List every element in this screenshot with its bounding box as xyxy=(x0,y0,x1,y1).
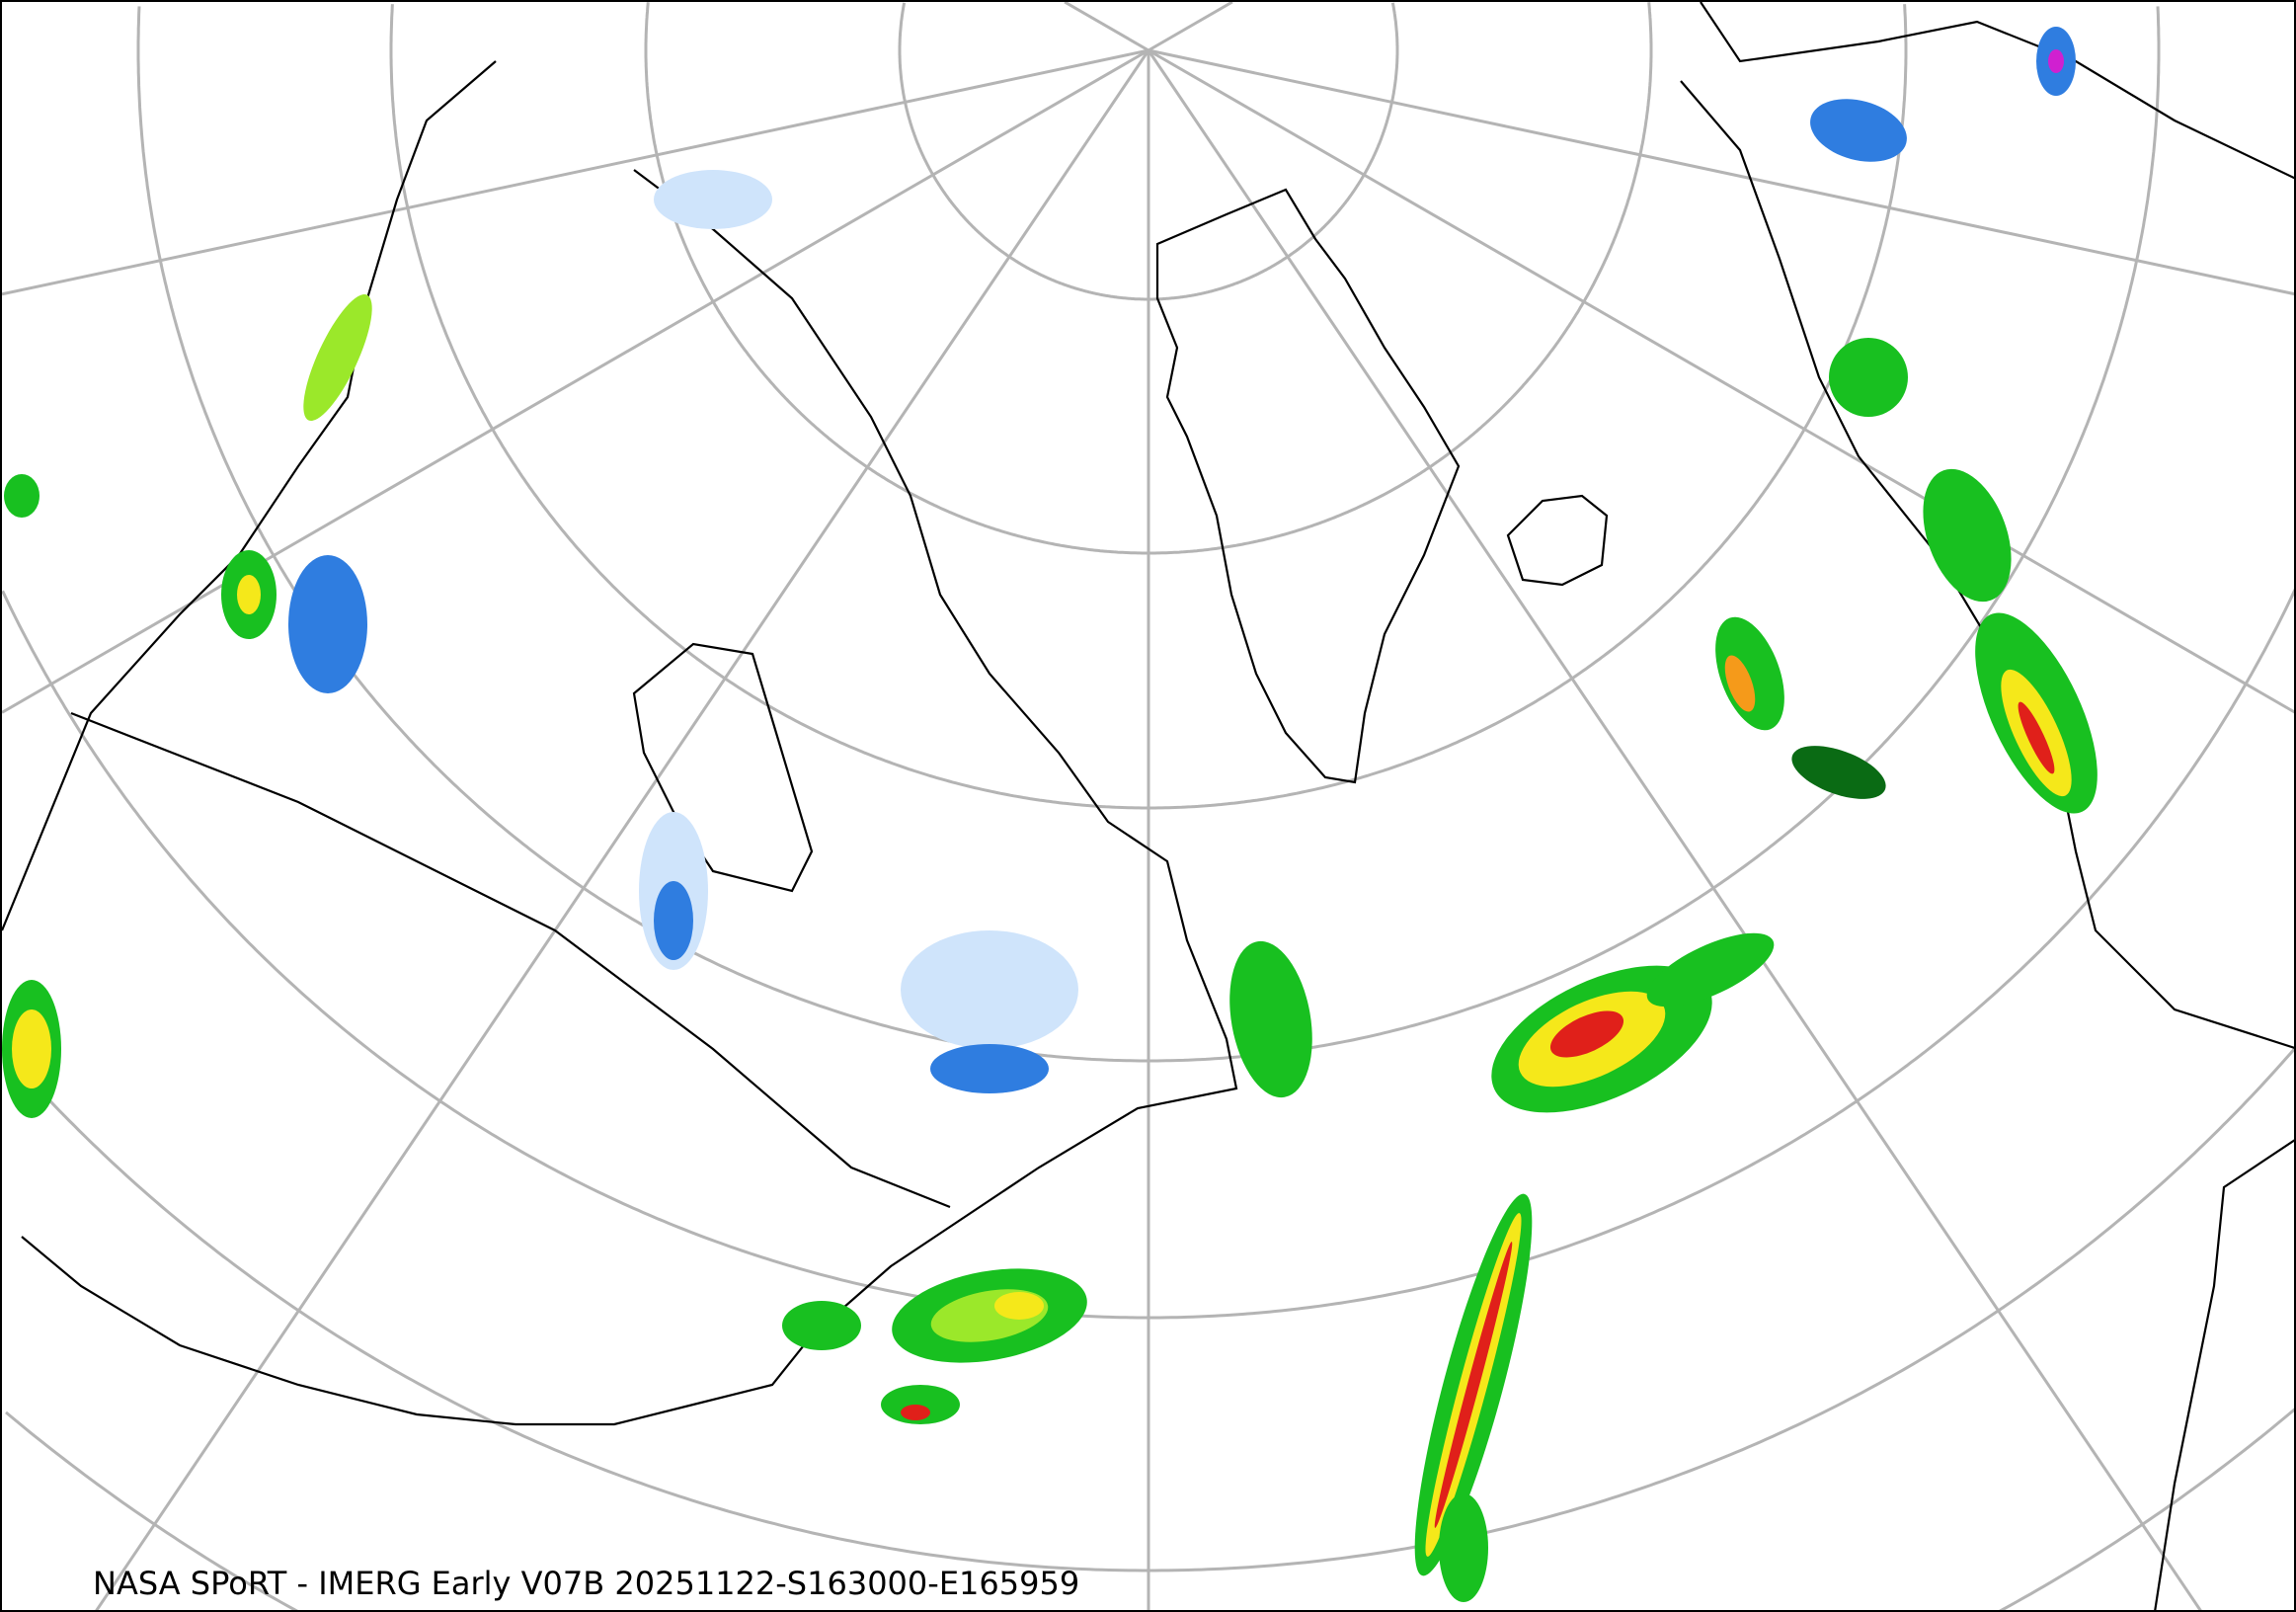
latitude-circle xyxy=(898,2,1399,301)
hudson-bay-coast xyxy=(632,642,814,893)
precipitation-area xyxy=(2048,49,2064,73)
precipitation-area xyxy=(901,1405,930,1420)
europe-coast xyxy=(1680,2,2294,1049)
precipitation-area xyxy=(237,575,261,614)
precipitation-area xyxy=(12,1009,51,1088)
precipitation-area xyxy=(1549,1010,1624,1058)
precipitation-area xyxy=(930,1044,1049,1093)
precipitation-area xyxy=(1923,468,2012,603)
latitude-circle xyxy=(136,6,2161,1063)
precipitation-area xyxy=(654,881,693,960)
north-america-coast xyxy=(2,60,1238,1426)
map-caption: NASA SPoRT - IMERG Early V07B 20251122-S… xyxy=(93,1565,1080,1602)
precipitation-area xyxy=(2018,701,2055,774)
precipitation-area xyxy=(881,1385,960,1424)
latitude-circle xyxy=(5,1408,2294,1610)
precipitation-area xyxy=(1810,99,1907,162)
longitude-line xyxy=(2,48,1149,296)
africa-coast xyxy=(2154,1139,2294,1610)
iceland-coast xyxy=(1506,494,1609,587)
precipitation-area xyxy=(1229,940,1312,1098)
precipitation-area xyxy=(1791,746,1886,799)
precipitation-overlay xyxy=(2,27,2098,1602)
latitude-circle xyxy=(644,2,1653,555)
precipitation-area xyxy=(1724,655,1756,712)
precipitation-area xyxy=(303,293,372,422)
precipitation-area xyxy=(901,930,1078,1049)
longitude-line xyxy=(1148,48,2294,296)
precipitation-area xyxy=(1646,932,1775,1008)
longitude-line xyxy=(2,48,1149,714)
longitude-line xyxy=(1148,2,1233,52)
precipitation-area xyxy=(288,555,367,693)
longitude-line xyxy=(1147,49,2202,1610)
latitude-circle xyxy=(2,588,2294,1320)
precipitation-area xyxy=(1715,616,1784,731)
latitude-circle xyxy=(4,1047,2294,1572)
longitude-line xyxy=(1148,48,2294,714)
longitude-line xyxy=(95,49,1150,1610)
longitude-line xyxy=(1064,2,1149,52)
us-canada-border xyxy=(70,711,951,1209)
latitude-circle xyxy=(389,4,1908,810)
precipitation-area xyxy=(4,474,40,518)
precipitation-area xyxy=(994,1292,1044,1320)
precipitation-area xyxy=(1829,338,1908,417)
precipitation-area xyxy=(1434,1242,1513,1528)
greenland-coast xyxy=(1155,188,1461,784)
precipitation-area xyxy=(1439,1493,1488,1602)
precipitation-area xyxy=(782,1301,861,1350)
precipitation-area xyxy=(654,170,772,229)
